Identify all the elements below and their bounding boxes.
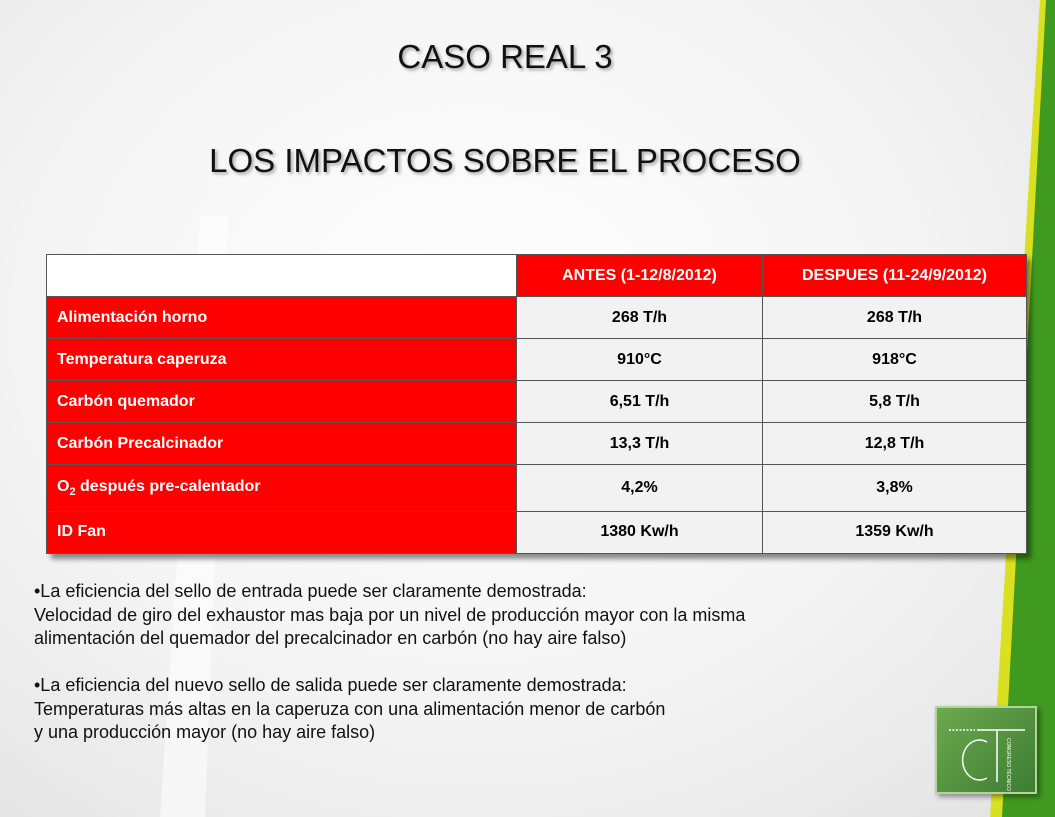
- value-despues: 3,8%: [762, 464, 1027, 512]
- row-label: Temperatura caperuza: [46, 338, 517, 382]
- value-antes: 4,2%: [516, 464, 763, 512]
- slide-subtitle: LOS IMPACTOS SOBRE EL PROCESO: [209, 142, 801, 179]
- bullet-text: •La eficiencia del nuevo sello de salida…: [34, 675, 627, 695]
- row-label: ID Fan: [46, 510, 517, 555]
- table-row: O2 después pre-calentador 4,2% 3,8%: [46, 464, 1027, 512]
- value-despues: 12,8 T/h: [762, 422, 1027, 466]
- row-label: Alimentación horno: [46, 296, 517, 340]
- congreso-tecnico-logo-icon: CONGRESO TÉCNICO: [935, 706, 1037, 794]
- value-antes: 910°C: [516, 338, 763, 382]
- value-antes: 6,51 T/h: [516, 380, 763, 424]
- comparison-table-container: ANTES (1-12/8/2012) DESPUES (11-24/9/201…: [46, 253, 1027, 555]
- value-despues: 918°C: [762, 338, 1027, 382]
- value-antes: 1380 Kw/h: [516, 510, 763, 555]
- row-label: Carbón quemador: [46, 380, 517, 424]
- table-header-row: ANTES (1-12/8/2012) DESPUES (11-24/9/201…: [46, 253, 1027, 298]
- value-antes: 13,3 T/h: [516, 422, 763, 466]
- comparison-table: ANTES (1-12/8/2012) DESPUES (11-24/9/201…: [46, 253, 1027, 555]
- header-cell-despues: DESPUES (11-24/9/2012): [762, 253, 1027, 298]
- value-antes: 268 T/h: [516, 296, 763, 340]
- bullet-text: y una producción mayor (no hay aire fals…: [34, 722, 376, 742]
- row-label-subscript: 2: [69, 486, 76, 499]
- table-row: Carbón quemador 6,51 T/h 5,8 T/h: [46, 380, 1027, 424]
- value-despues: 1359 Kw/h: [762, 510, 1027, 555]
- table-row: Carbón Precalcinador 13,3 T/h 12,8 T/h: [46, 422, 1027, 466]
- header-cell-empty: [46, 253, 517, 298]
- row-label-suffix: después pre-calentador: [75, 477, 261, 495]
- header-cell-antes: ANTES (1-12/8/2012): [516, 253, 763, 298]
- value-despues: 268 T/h: [762, 296, 1027, 340]
- row-label: O2 después pre-calentador: [46, 464, 517, 512]
- slide-title: CASO REAL 3: [397, 38, 613, 75]
- svg-text:CONGRESO TÉCNICO: CONGRESO TÉCNICO: [1005, 738, 1012, 791]
- bullet-text: Velocidad de giro del exhaustor mas baja…: [34, 604, 746, 625]
- table-row: ID Fan 1380 Kw/h 1359 Kw/h: [46, 510, 1027, 555]
- bullet-text: •La eficiencia del sello de entrada pued…: [34, 581, 587, 601]
- bullet-text: Temperaturas más altas en la caperuza co…: [34, 698, 666, 719]
- value-despues: 5,8 T/h: [762, 380, 1027, 424]
- notes-block: •La eficiencia del sello de entrada pued…: [34, 580, 914, 745]
- row-label-prefix: O: [57, 477, 70, 495]
- row-label: Carbón Precalcinador: [46, 422, 517, 466]
- table-row: Temperatura caperuza 910°C 918°C: [46, 338, 1027, 382]
- bullet-text: alimentación del quemador del precalcina…: [34, 628, 627, 648]
- table-row: Alimentación horno 268 T/h 268 T/h: [46, 296, 1027, 340]
